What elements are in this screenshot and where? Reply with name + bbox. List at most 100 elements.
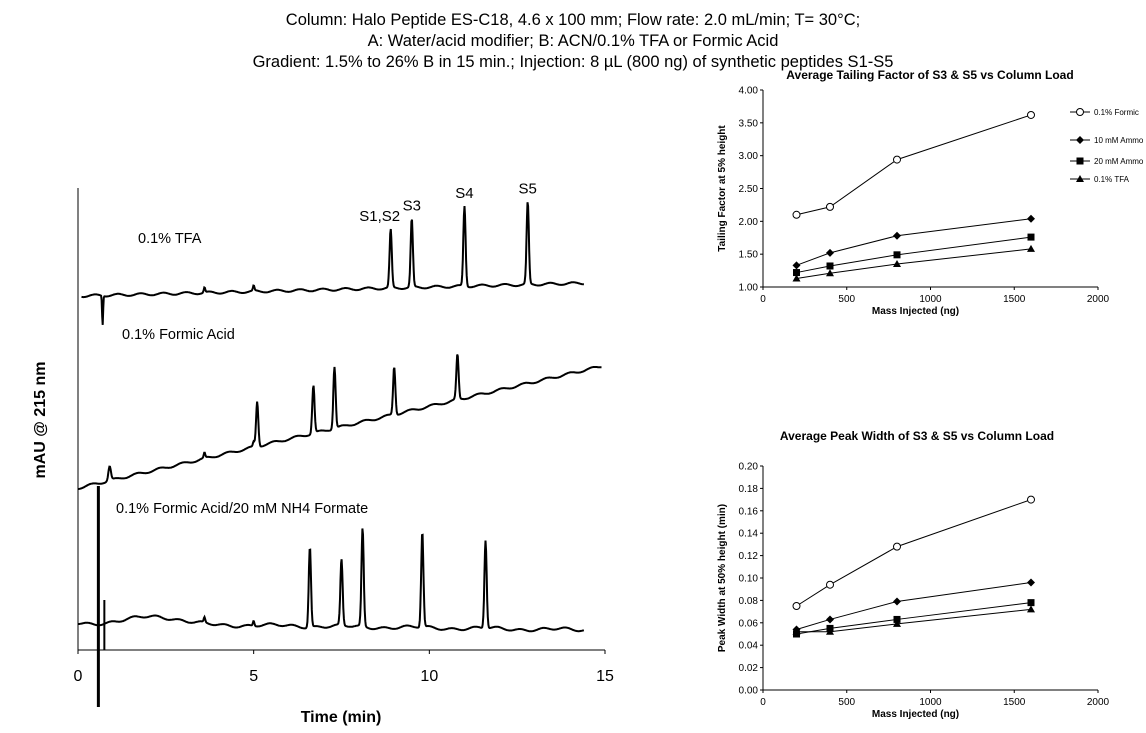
peak-label: S1,S2 (359, 208, 400, 225)
data-point-triangle (826, 269, 834, 277)
x-tick-label: 0 (74, 668, 83, 685)
chart-title: Average Tailing Factor of S3 & S5 vs Col… (786, 68, 1073, 82)
x-tick-label: 1000 (919, 294, 942, 305)
trace-name-label: 0.1% Formic Acid (122, 327, 235, 343)
legend-entry: 0.1% Formic (1094, 108, 1139, 117)
series-line (796, 499, 1032, 607)
y-axis-title: Peak Width at 50% height (min) (717, 504, 728, 652)
data-point-square (893, 251, 901, 259)
y-tick-label: 0.06 (739, 618, 759, 629)
peak-label: S3 (403, 197, 421, 214)
x-tick-label: 1000 (919, 697, 942, 708)
header-line-3: Gradient: 1.5% to 26% B in 15 min.; Inje… (252, 53, 894, 71)
data-point-triangle (792, 274, 801, 282)
x-tick-label: 15 (596, 668, 614, 685)
data-point-square (1076, 157, 1084, 165)
data-point-triangle (792, 627, 801, 635)
data-point-circle (792, 210, 801, 219)
data-point-square (793, 269, 800, 277)
trace-line (77, 528, 585, 633)
data-point-circle (792, 602, 801, 610)
x-axis-title: Mass Injected (ng) (872, 709, 959, 720)
series-line (796, 114, 1032, 216)
chart-title: Average Peak Width of S3 & S5 vs Column … (780, 429, 1054, 443)
x-axis-title: Time (min) (301, 709, 382, 726)
chart-header: Column: Halo Peptide ES-C18, 4.6 x 100 m… (0, 0, 1146, 73)
x-tick-label: 5 (249, 668, 258, 685)
x-tick-label: 2000 (1087, 294, 1110, 305)
x-tick-label: 500 (838, 294, 855, 305)
y-tick-label: 0.04 (739, 641, 759, 652)
data-point-diamond (826, 615, 834, 624)
trace-line (81, 202, 584, 325)
trace-line (78, 354, 602, 490)
data-point-circle (1027, 110, 1035, 119)
y-tick-label: 0.08 (739, 596, 759, 607)
data-point-circle (1027, 495, 1035, 504)
y-tick-label: 0.10 (739, 574, 759, 585)
series-line (796, 602, 1032, 635)
series-line (796, 608, 1032, 633)
data-point-circle (826, 580, 834, 589)
y-tick-label: 1.00 (739, 283, 759, 294)
y-tick-label: 3.50 (739, 118, 759, 129)
data-point-square (1027, 599, 1035, 607)
y-tick-label: 0.18 (739, 484, 759, 495)
header-line-2: A: Water/acid modifier; B: ACN/0.1% TFA … (367, 32, 779, 50)
data-point-circle (826, 202, 834, 211)
x-tick-label: 0 (760, 697, 766, 708)
y-tick-label: 0.14 (739, 529, 759, 540)
x-tick-label: 1500 (1003, 294, 1026, 305)
legend-entry: 20 mM Ammo Formate/0.1% (1094, 157, 1146, 166)
y-tick-label: 0.12 (739, 551, 759, 562)
x-tick-label: 10 (420, 668, 438, 685)
data-point-triangle (893, 260, 901, 268)
y-tick-label: 2.00 (739, 217, 759, 228)
x-tick-label: 2000 (1087, 697, 1110, 708)
trace-name-label: 0.1% TFA (138, 231, 202, 247)
y-tick-label: 2.50 (739, 184, 759, 195)
data-point-diamond (792, 261, 801, 270)
data-point-diamond (1076, 136, 1084, 144)
data-point-diamond (826, 248, 834, 257)
data-point-circle (893, 542, 901, 551)
data-point-triangle (1027, 605, 1035, 613)
x-tick-label: 500 (838, 697, 855, 708)
data-point-triangle (893, 619, 901, 627)
y-tick-label: 0.16 (739, 506, 759, 517)
data-point-diamond (893, 597, 901, 606)
series-line (796, 218, 1032, 266)
data-point-circle (893, 155, 901, 164)
data-point-diamond (1027, 214, 1035, 223)
trace-name-label: 0.1% Formic Acid/20 mM NH4 Formate (116, 501, 368, 517)
y-tick-label: 4.00 (739, 86, 759, 97)
series-line (796, 236, 1032, 274)
header-line-1: Column: Halo Peptide ES-C18, 4.6 x 100 m… (285, 11, 861, 29)
series-line (796, 248, 1032, 279)
y-tick-label: 0.00 (739, 686, 759, 697)
data-point-square (893, 615, 901, 623)
data-point-circle (1076, 108, 1084, 116)
chromatogram-chart: 0 5 10 15 Time (min) mAU @ 215 nm 0.1% TFA S1,S… (32, 180, 614, 726)
data-point-square (826, 262, 834, 270)
data-point-triangle (1027, 244, 1035, 252)
data-point-diamond (893, 231, 901, 240)
y-tick-label: 1.50 (739, 250, 759, 261)
y-tick-label: 0.02 (739, 663, 759, 674)
series-line (796, 581, 1032, 630)
y-axis-title: mAU @ 215 nm (32, 362, 49, 479)
data-point-triangle (826, 627, 834, 635)
data-point-diamond (1027, 578, 1035, 587)
peak-label: S5 (519, 180, 537, 197)
x-tick-label: 1500 (1003, 697, 1026, 708)
y-axis-title: Tailing Factor at 5% height (717, 125, 728, 252)
y-tick-label: 0.20 (739, 462, 759, 473)
peak-label: S4 (455, 185, 473, 202)
y-tick-label: 3.00 (739, 151, 759, 162)
data-point-triangle (1076, 175, 1084, 182)
legend-entry: 0.1% TFA (1094, 175, 1130, 184)
legend-entry: 10 mM Ammo Formate/0.1% (1094, 136, 1146, 145)
x-tick-label: 0 (760, 294, 766, 305)
x-axis-title: Mass Injected (ng) (872, 306, 959, 317)
